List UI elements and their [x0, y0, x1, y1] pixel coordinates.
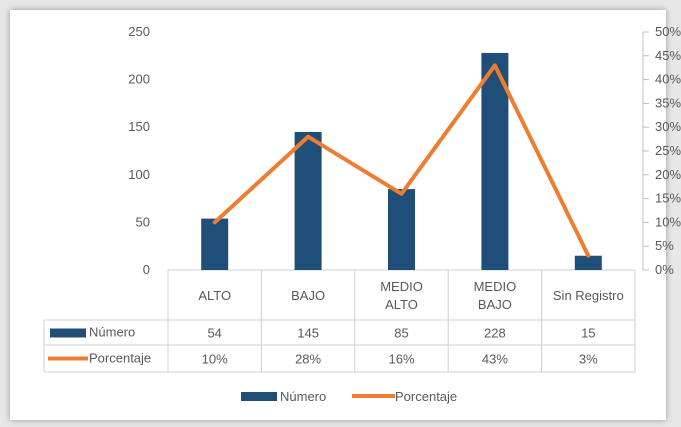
- category-label: BAJO: [478, 297, 512, 312]
- y-right-tick-label: 20%: [655, 167, 681, 182]
- y-left-tick-label: 150: [128, 119, 150, 134]
- y-right-tick-label: 50%: [655, 24, 681, 39]
- table-key-bar: [50, 328, 86, 338]
- bar: [388, 189, 415, 270]
- data-label: 16%: [388, 352, 414, 367]
- y-right-tick-label: 45%: [655, 48, 681, 63]
- category-label: BAJO: [291, 288, 325, 303]
- legend-label: Porcentaje: [395, 389, 457, 404]
- y-left-tick-label: 0: [143, 262, 150, 277]
- data-label: 85: [394, 326, 408, 341]
- data-label: 15: [581, 326, 595, 341]
- data-label: 10%: [202, 352, 228, 367]
- legend-key-bar: [241, 392, 277, 401]
- y-right-tick-label: 30%: [655, 119, 681, 134]
- table-series-name: Porcentaje: [89, 351, 151, 366]
- category-label: ALTO: [385, 297, 418, 312]
- data-label: 54: [207, 326, 221, 341]
- bar: [294, 131, 322, 270]
- y-left-tick-label: 250: [128, 24, 150, 39]
- y-right-tick-label: 25%: [655, 143, 681, 158]
- y-right-tick-label: 5%: [655, 238, 674, 253]
- table-series-name: Número: [89, 325, 135, 340]
- bar: [574, 255, 602, 270]
- category-label: Sin Registro: [553, 288, 624, 303]
- y-right-tick-label: 35%: [655, 95, 681, 110]
- category-label: MEDIO: [474, 279, 517, 294]
- data-label: 43%: [482, 352, 508, 367]
- chart-frame: [10, 10, 666, 420]
- data-label: 3%: [579, 352, 598, 367]
- data-label: 228: [484, 326, 506, 341]
- y-left-tick-label: 100: [128, 167, 150, 182]
- y-right-tick-label: 0%: [655, 262, 674, 277]
- data-label: 145: [297, 326, 319, 341]
- bar: [481, 52, 509, 270]
- y-right-tick-label: 15%: [655, 191, 681, 206]
- data-label: 28%: [295, 352, 321, 367]
- line-series: [212, 63, 591, 258]
- y-right-tick-label: 10%: [655, 214, 681, 229]
- category-label: MEDIO: [380, 279, 423, 294]
- category-label: ALTO: [198, 288, 231, 303]
- y-left-tick-label: 200: [128, 72, 150, 87]
- bar: [201, 218, 229, 270]
- y-left-tick-label: 50: [136, 214, 150, 229]
- legend-label: Número: [280, 389, 326, 404]
- y-right-tick-label: 40%: [655, 72, 681, 87]
